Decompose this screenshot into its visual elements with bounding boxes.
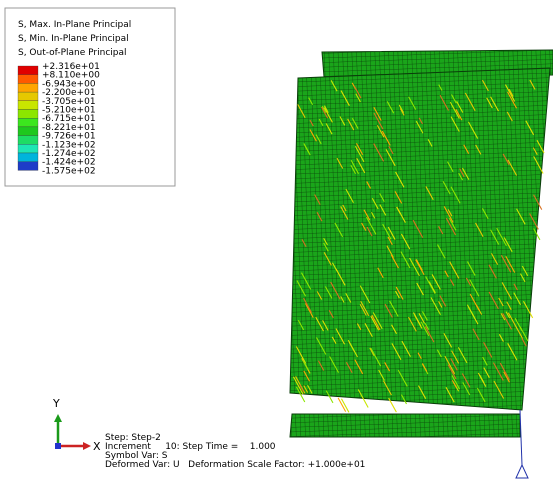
legend-swatch: [18, 153, 38, 162]
legend-swatch: [18, 118, 38, 127]
legend-swatch: [18, 75, 38, 84]
triad-x: X: [93, 440, 101, 453]
page: S, Max. In-Plane Principal S, Min. In-Pl…: [0, 0, 553, 480]
bottom-plate: [290, 414, 520, 437]
legend-swatch: [18, 66, 38, 75]
legend-swatch: [18, 110, 38, 119]
legend-title: S, Max. In-Plane Principal: [18, 20, 131, 30]
legend-swatch: [18, 162, 38, 171]
legend-swatch: [18, 101, 38, 110]
info-line: Deformed Var: U Deformation Scale Factor…: [105, 460, 365, 470]
legend-swatch: [18, 83, 38, 92]
legend-scale: +2.316e+01+8.110e+00-6.943e+00-2.200e+01…: [18, 62, 100, 176]
legend-title: S, Min. In-Plane Principal: [18, 34, 129, 44]
triad-y: Y: [52, 397, 60, 410]
legend-swatch: [18, 136, 38, 145]
legend-value: -1.575e+02: [42, 166, 96, 176]
legend-swatch: [18, 127, 38, 136]
legend-title: S, Out-of-Plane Principal: [18, 48, 127, 58]
z-axis: [55, 443, 61, 449]
viewport: S, Max. In-Plane Principal S, Min. In-Pl…: [0, 0, 553, 480]
legend-swatch: [18, 144, 38, 153]
legend-swatch: [18, 92, 38, 101]
